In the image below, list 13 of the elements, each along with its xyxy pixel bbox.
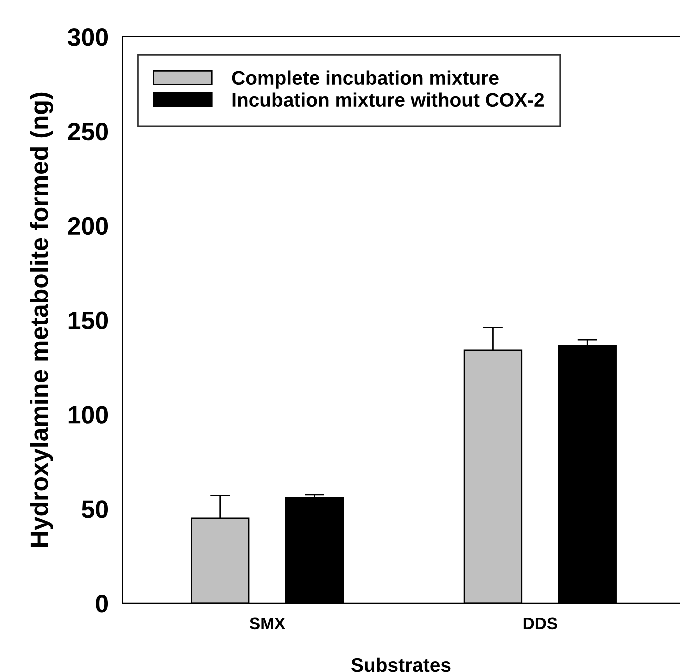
- y-axis-title: Hydroxylamine metabolite formed (ng): [30, 92, 54, 548]
- y-tick-label: 50: [82, 500, 108, 518]
- legend-label: Incubation mixture without COX-2: [232, 92, 544, 108]
- y-tick-label: 200: [68, 217, 108, 236]
- y-tick-label: 150: [68, 312, 108, 330]
- y-tick-label: 0: [96, 595, 108, 613]
- y-tick-label: 250: [68, 122, 108, 141]
- y-tick-label: 100: [68, 406, 108, 424]
- x-tick-label: DDS: [524, 618, 558, 630]
- y-tick-label: 300: [68, 28, 108, 46]
- x-axis-title: Substrates: [352, 658, 451, 672]
- legend-label: Complete incubation mixture: [232, 70, 499, 89]
- x-tick-label: SMX: [250, 618, 286, 630]
